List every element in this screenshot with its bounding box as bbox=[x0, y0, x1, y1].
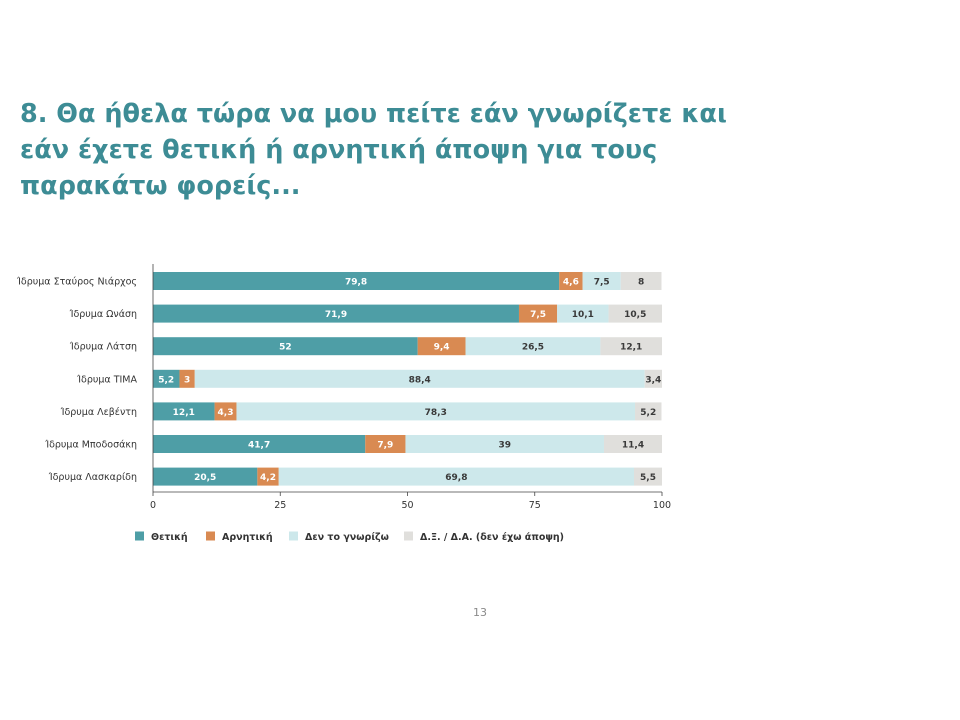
legend-label: Θετική bbox=[151, 532, 188, 543]
bar-segment bbox=[179, 369, 195, 388]
data-label: 5,2 bbox=[158, 375, 174, 385]
bar-segment bbox=[557, 304, 609, 323]
bar-segment bbox=[634, 467, 662, 486]
data-label: 52 bbox=[279, 343, 292, 353]
category-label: Ίδρυμα Λασκαρίδη bbox=[48, 472, 137, 483]
legend-label: Αρνητική bbox=[222, 532, 273, 543]
data-label: 41,7 bbox=[248, 441, 270, 451]
bar-segment bbox=[153, 272, 560, 290]
data-label: 12,1 bbox=[620, 343, 642, 353]
bar-segment bbox=[365, 435, 406, 453]
data-label: 7,9 bbox=[377, 441, 393, 451]
x-tick-label: 75 bbox=[529, 500, 541, 511]
bar-segment bbox=[582, 272, 621, 290]
data-label: 3 bbox=[184, 375, 190, 385]
x-tick-label: 25 bbox=[274, 500, 286, 511]
bar-segment bbox=[465, 337, 601, 356]
bars-group: 79,8 4,6 7,5 8 71,9 7,5 10,1 10,5 52 9,4 26,5 12,1 5… bbox=[153, 272, 662, 486]
legend-swatch bbox=[135, 531, 144, 541]
data-label: 4,2 bbox=[260, 473, 276, 483]
data-label: 10,5 bbox=[624, 310, 646, 320]
data-label: 88,4 bbox=[409, 375, 431, 385]
data-label: 4,3 bbox=[218, 408, 234, 418]
bar-segment bbox=[153, 402, 215, 421]
data-label: 71,9 bbox=[325, 310, 347, 320]
data-label: 26,5 bbox=[522, 343, 544, 353]
legend-swatch bbox=[289, 531, 298, 541]
legend-swatch bbox=[404, 531, 413, 541]
legend: Θετική Αρνητική Δεν το γνωρίζω Δ.Ξ. / Δ.Α. … bbox=[135, 531, 564, 543]
bar-segment bbox=[214, 402, 237, 421]
page-number: 13 bbox=[473, 606, 487, 619]
legend-label: Δεν το γνωρίζω bbox=[305, 532, 389, 543]
x-tick-label: 100 bbox=[653, 500, 671, 511]
category-label: Ίδρυμα Μποδοσάκη bbox=[44, 440, 137, 451]
data-label: 4,6 bbox=[563, 278, 579, 288]
category-label: Ίδρυμα Σταύρος Νιάρχος bbox=[16, 277, 137, 288]
bar-segment bbox=[608, 304, 662, 323]
data-label: 3,4 bbox=[645, 375, 661, 385]
bar-segment bbox=[194, 369, 645, 388]
x-axis: 0 25 50 75 100 bbox=[150, 264, 671, 511]
data-label: 10,1 bbox=[572, 310, 594, 320]
bar-segment bbox=[620, 272, 662, 290]
page-title: 8. Θα ήθελα τώρα να μου πείτε εάν γνωρίζ… bbox=[20, 99, 727, 201]
bar-segment bbox=[257, 467, 279, 486]
bar-segment bbox=[405, 435, 604, 453]
data-label: 12,1 bbox=[173, 408, 195, 418]
bar-segment bbox=[559, 272, 583, 290]
data-label: 11,4 bbox=[622, 441, 644, 451]
data-label: 5,2 bbox=[640, 408, 656, 418]
category-label: Ίδρυμα Ωνάση bbox=[69, 309, 137, 320]
data-label: 69,8 bbox=[445, 473, 467, 483]
legend-label: Δ.Ξ. / Δ.Α. (δεν έχω άποψη) bbox=[420, 532, 564, 543]
x-tick-label: 50 bbox=[401, 500, 413, 511]
bar-segment bbox=[153, 435, 366, 453]
bar-segment bbox=[635, 402, 662, 421]
bar-segment bbox=[153, 467, 258, 486]
category-label: Ίδρυμα ΤΙΜΑ bbox=[76, 374, 137, 385]
data-label: 9,4 bbox=[434, 343, 450, 353]
data-label: 79,8 bbox=[345, 278, 367, 288]
bar-segment bbox=[153, 369, 180, 388]
data-label: 5,5 bbox=[640, 473, 656, 483]
data-label: 78,3 bbox=[425, 408, 447, 418]
bar-segment bbox=[644, 369, 662, 388]
bar-segment bbox=[600, 337, 662, 356]
data-label: 20,5 bbox=[194, 473, 216, 483]
bar-segment bbox=[236, 402, 636, 421]
legend-swatch bbox=[206, 531, 215, 541]
bar-segment bbox=[278, 467, 635, 486]
data-label: 39 bbox=[498, 441, 511, 451]
bar-segment bbox=[153, 304, 519, 323]
bar-segment bbox=[153, 337, 418, 356]
category-label: Ίδρυμα Λάτση bbox=[69, 342, 137, 353]
data-label: 8 bbox=[638, 278, 644, 288]
bar-segment bbox=[603, 435, 662, 453]
category-label: Ίδρυμα Λεβέντη bbox=[60, 407, 137, 418]
x-tick-label: 0 bbox=[150, 500, 156, 511]
data-label: 7,5 bbox=[594, 278, 610, 288]
data-label: 7,5 bbox=[530, 310, 546, 320]
bar-segment bbox=[417, 337, 466, 356]
category-labels-group: Ίδρυμα Σταύρος Νιάρχος Ίδρυμα Ωνάση Ίδρυμα… bbox=[16, 277, 137, 484]
bar-segment bbox=[518, 304, 558, 323]
